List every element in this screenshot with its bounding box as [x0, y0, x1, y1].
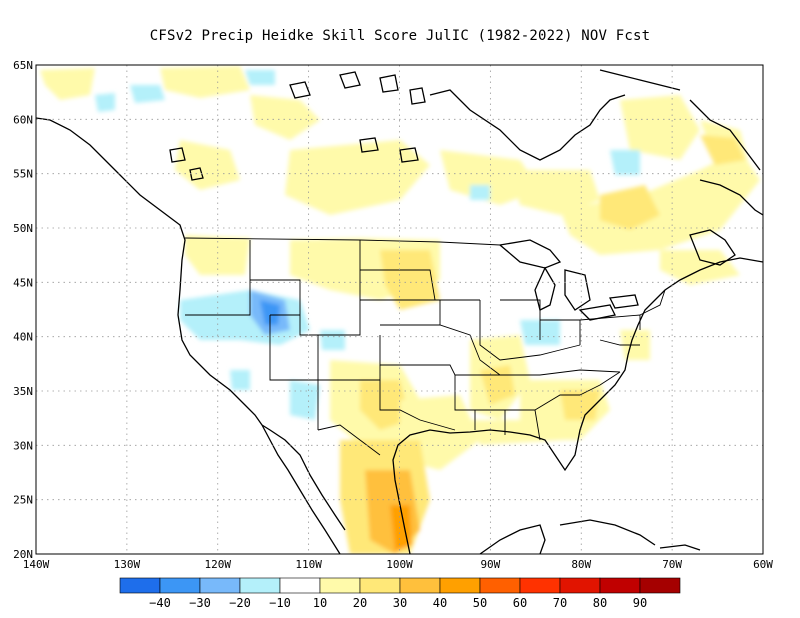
lat-tick-label: 20N	[13, 548, 33, 561]
lon-tick-label: 90W	[480, 558, 500, 571]
colorbar-label: 10	[313, 596, 327, 610]
lat-tick-label: 50N	[13, 222, 33, 235]
colorbar-swatch	[599, 577, 641, 594]
colorbar-swatch	[559, 577, 601, 594]
lon-tick-label: 120W	[205, 558, 232, 571]
colorbar-label: −40	[149, 596, 171, 610]
map-title: CFSv2 Precip Heidke Skill Score JulIC (1…	[149, 28, 651, 44]
colorbar-swatch	[359, 577, 401, 594]
lon-tick-label: 140W	[23, 558, 50, 571]
coastlines	[36, 69, 763, 554]
lat-tick-label: 65N	[13, 59, 33, 72]
colorbar-swatch	[399, 577, 441, 594]
colorbar-swatch	[319, 577, 361, 594]
colorbar-label: 40	[433, 596, 447, 610]
lon-tick-label: 100W	[386, 558, 413, 571]
lon-tick-label: 60W	[753, 558, 773, 571]
colorbar-label: −30	[189, 596, 211, 610]
lat-tick-label: 45N	[13, 276, 33, 289]
lon-tick-label: 130W	[114, 558, 141, 571]
political-boundaries	[184, 237, 666, 456]
lon-tick-label: 110W	[295, 558, 322, 571]
colorbar-label: 60	[513, 596, 527, 610]
colorbar-swatch	[119, 577, 161, 594]
colorbar-label: 20	[353, 596, 367, 610]
colorbar-swatch	[239, 577, 281, 594]
lon-tick-label: 70W	[662, 558, 682, 571]
colorbar-swatch	[639, 577, 681, 594]
colorbar-swatch	[159, 577, 201, 594]
lat-tick-label: 60N	[13, 113, 33, 126]
colorbar-swatch	[439, 577, 481, 594]
colorbar-label: −10	[269, 596, 291, 610]
lat-tick-label: 35N	[13, 385, 33, 398]
colorbar-label: 30	[393, 596, 407, 610]
colorbar-swatch	[519, 577, 561, 594]
colorbar-label: 90	[633, 596, 647, 610]
colorbar: −40 −30 −20 −10 10 20 30 40 50 60 70 80 90	[119, 577, 681, 610]
lat-tick-label: 25N	[13, 494, 33, 507]
colorbar-swatch	[279, 577, 321, 594]
map-frame	[35, 64, 764, 555]
lat-tick-label: 40N	[13, 331, 33, 344]
lon-tick-label: 80W	[571, 558, 591, 571]
colorbar-label: 70	[553, 596, 567, 610]
gridlines	[36, 65, 763, 554]
colorbar-label: 80	[593, 596, 607, 610]
colorbar-label: −20	[229, 596, 251, 610]
colorbar-swatch	[479, 577, 521, 594]
colorbar-label: 50	[473, 596, 487, 610]
lat-tick-label: 30N	[13, 439, 33, 452]
skill-shading	[36, 65, 763, 554]
lat-tick-label: 55N	[13, 168, 33, 181]
colorbar-swatch	[199, 577, 241, 594]
